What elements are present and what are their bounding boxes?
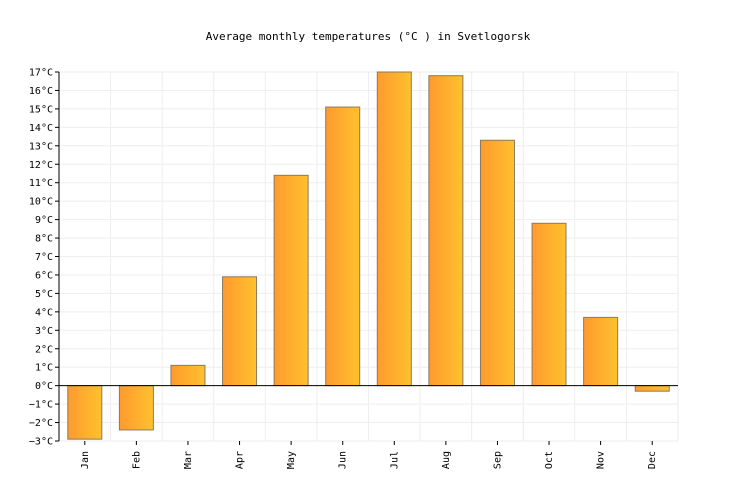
bar-nov (583, 316, 619, 387)
bar-jan (67, 385, 103, 440)
x-tick-label: Sep (492, 451, 503, 469)
grid-layer (58, 71, 679, 442)
y-tick-label: −3°C (29, 437, 53, 448)
bar-jun (325, 106, 361, 387)
bar-apr (222, 276, 258, 387)
y-tick-label: 3°C (35, 326, 53, 337)
y-tick-label: −1°C (29, 400, 53, 411)
y-tick-label: 11°C (29, 178, 53, 189)
x-tick-label: Jun (338, 451, 349, 469)
bar-sep (479, 139, 515, 387)
bar-oct (531, 222, 567, 387)
x-tick-label: May (286, 451, 297, 469)
y-tick-label: 2°C (35, 344, 53, 355)
y-tick-label: 8°C (35, 234, 53, 245)
bar-mar (170, 364, 206, 387)
x-tick-label: Jan (80, 451, 91, 469)
y-tick-label: 1°C (35, 363, 53, 374)
bar-feb (118, 385, 154, 431)
bar-jul (376, 71, 412, 387)
y-tick-label: 12°C (29, 160, 53, 171)
bar-dec (634, 385, 670, 392)
bars-layer (67, 71, 670, 440)
y-tick-label: 15°C (29, 104, 53, 115)
y-tick-label: 9°C (35, 215, 53, 226)
x-tick-label: Aug (441, 451, 452, 469)
y-tick-label: 17°C (29, 68, 53, 79)
x-tick-label: Nov (596, 451, 607, 469)
y-tick-label: 10°C (29, 197, 53, 208)
axis-layer: −3°C −2°C −1°C 0°C 1°C 2°C 3°C 4°C 5°C 6°C 7°C 8°C 9… (29, 68, 678, 469)
y-tick-label: 14°C (29, 123, 53, 134)
x-tick-label: Feb (131, 451, 142, 469)
x-tick-label: Apr (235, 451, 246, 469)
x-tick-label: Oct (544, 451, 555, 469)
x-tick-label: Jul (389, 451, 400, 469)
bar-aug (428, 75, 464, 387)
bar-may (273, 174, 309, 387)
chart-title: Average monthly temperatures (°C ) in Sv… (205, 30, 531, 43)
y-tick-label: 16°C (29, 86, 53, 97)
x-tick-label: Mar (183, 451, 194, 469)
y-tick-label: 0°C (35, 381, 53, 392)
y-tick-label: 5°C (35, 289, 53, 300)
x-tick-label: Dec (647, 451, 658, 469)
y-tick-label: 7°C (35, 252, 53, 263)
y-tick-label: 6°C (35, 270, 53, 281)
y-tick-label: 4°C (35, 307, 53, 318)
y-tick-label: −2°C (29, 418, 53, 429)
y-tick-label: 13°C (29, 141, 53, 152)
